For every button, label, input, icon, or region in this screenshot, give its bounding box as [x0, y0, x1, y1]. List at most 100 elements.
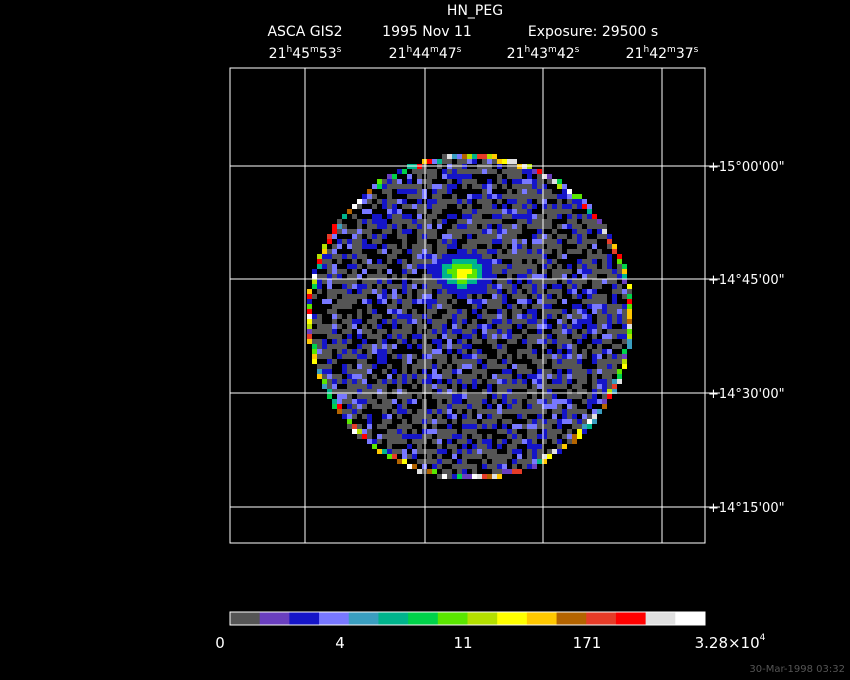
- pixel: [622, 289, 627, 294]
- pixel: [492, 264, 497, 269]
- pixel: [597, 369, 602, 374]
- pixel: [527, 444, 532, 449]
- pixel: [462, 354, 467, 359]
- pixel: [627, 294, 632, 299]
- pixel: [332, 289, 337, 294]
- pixel: [467, 199, 472, 204]
- pixel: [352, 324, 357, 329]
- pixel: [502, 364, 507, 369]
- pixel: [577, 284, 582, 289]
- pixel: [582, 239, 587, 244]
- ra-label: 21h44m47s: [389, 45, 462, 62]
- pixel: [487, 404, 492, 409]
- pixel: [407, 424, 412, 429]
- pixel: [382, 384, 387, 389]
- pixel: [597, 269, 602, 274]
- pixel: [517, 294, 522, 299]
- pixel: [517, 274, 522, 279]
- exposure: Exposure: 29500 s: [528, 24, 658, 40]
- pixel: [472, 464, 477, 469]
- pixel: [527, 284, 532, 289]
- pixel: [462, 244, 467, 249]
- pixel: [402, 239, 407, 244]
- pixel: [562, 274, 567, 279]
- label-part: 171: [573, 634, 602, 652]
- pixel: [552, 419, 557, 424]
- pixel: [572, 404, 577, 409]
- pixel: [442, 459, 447, 464]
- pixel: [387, 284, 392, 289]
- pixel: [332, 374, 337, 379]
- pixel: [307, 339, 312, 344]
- pixel: [462, 384, 467, 389]
- pixel: [537, 384, 542, 389]
- pixel: [437, 239, 442, 244]
- pixel: [457, 264, 462, 269]
- pixel: [567, 409, 572, 414]
- pixel: [457, 399, 462, 404]
- pixel: [322, 279, 327, 284]
- pixel: [482, 194, 487, 199]
- pixel: [597, 324, 602, 329]
- pixel: [502, 384, 507, 389]
- pixel: [462, 159, 467, 164]
- pixel: [577, 339, 582, 344]
- pixel: [502, 394, 507, 399]
- pixel: [562, 194, 567, 199]
- pixel: [512, 304, 517, 309]
- pixel: [432, 279, 437, 284]
- pixel: [377, 424, 382, 429]
- pixel: [572, 224, 577, 229]
- pixel: [372, 404, 377, 409]
- pixel: [432, 189, 437, 194]
- pixel: [592, 239, 597, 244]
- pixel: [382, 279, 387, 284]
- pixel: [547, 419, 552, 424]
- pixel: [317, 284, 322, 289]
- pixel: [537, 284, 542, 289]
- pixel: [507, 269, 512, 274]
- pixel: [542, 304, 547, 309]
- pixel: [467, 159, 472, 164]
- pixel: [387, 374, 392, 379]
- pixel: [597, 294, 602, 299]
- pixel: [402, 369, 407, 374]
- pixel: [492, 289, 497, 294]
- pixel: [537, 339, 542, 344]
- pixel: [417, 199, 422, 204]
- pixel: [502, 429, 507, 434]
- pixel: [517, 334, 522, 339]
- pixel: [397, 404, 402, 409]
- pixel: [592, 214, 597, 219]
- pixel: [457, 269, 462, 274]
- pixel: [342, 349, 347, 354]
- pixel: [347, 329, 352, 334]
- pixel: [462, 404, 467, 409]
- pixel: [322, 259, 327, 264]
- pixel: [347, 239, 352, 244]
- pixel: [522, 319, 527, 324]
- pixel: [462, 274, 467, 279]
- pixel: [597, 254, 602, 259]
- pixel: [577, 204, 582, 209]
- pixel: [352, 294, 357, 299]
- pixel: [337, 279, 342, 284]
- pixel: [512, 249, 517, 254]
- pixel: [437, 409, 442, 414]
- pixel: [522, 384, 527, 389]
- pixel: [532, 394, 537, 399]
- pixel: [477, 354, 482, 359]
- pixel: [547, 314, 552, 319]
- pixel: [467, 429, 472, 434]
- pixel: [367, 424, 372, 429]
- pixel: [427, 179, 432, 184]
- pixel: [337, 314, 342, 319]
- pixel: [517, 169, 522, 174]
- pixel: [437, 294, 442, 299]
- pixel: [627, 334, 632, 339]
- pixel: [477, 304, 482, 309]
- pixel: [572, 284, 577, 289]
- pixel: [357, 429, 362, 434]
- pixel: [447, 314, 452, 319]
- pixel: [482, 184, 487, 189]
